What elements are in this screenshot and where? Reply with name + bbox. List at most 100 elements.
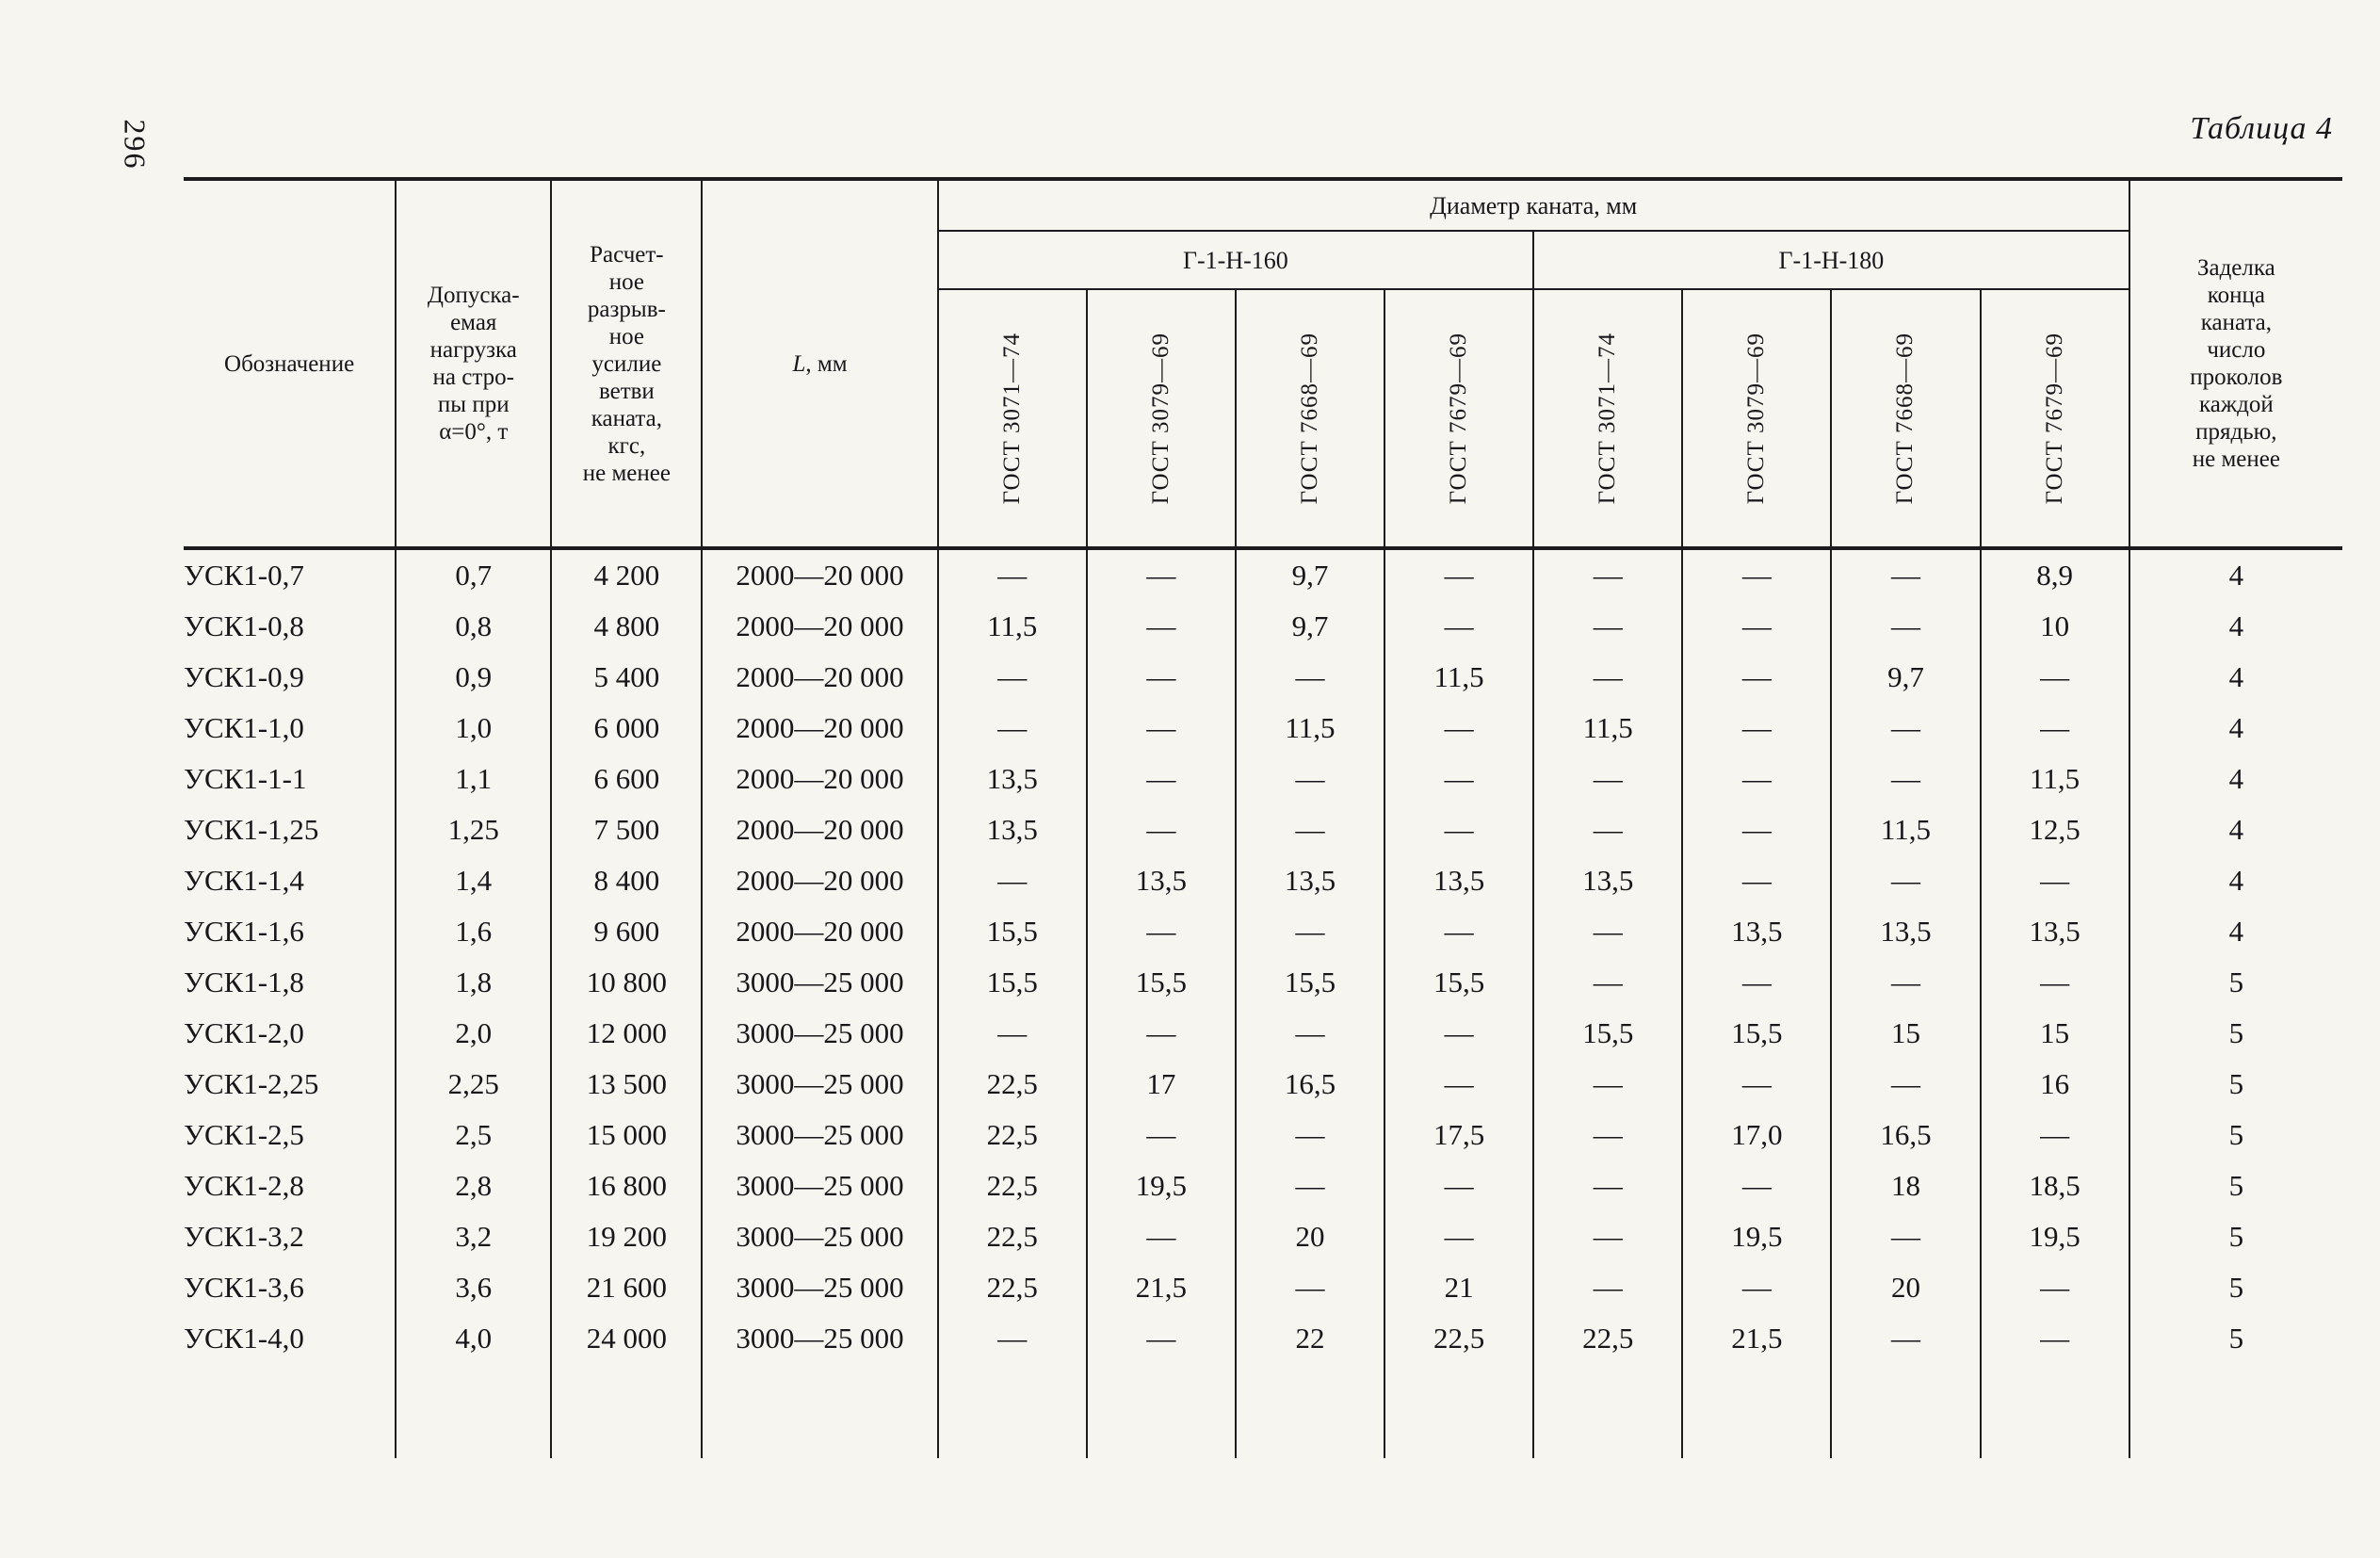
- value-cell: 12,5: [1980, 804, 2130, 855]
- table-row: УСК1-1,0 1,0 6 000 2000—20 000— —11,5—11,5— —…: [184, 703, 2342, 754]
- filler-cell: [1831, 1364, 1982, 1458]
- filler-cell: [2129, 1364, 2342, 1458]
- value-cell: —: [1682, 601, 1833, 652]
- filler-cell: [1086, 1364, 1237, 1458]
- header-gost-label: ГОСТ 3079—69: [1743, 332, 1770, 505]
- value-cell: 2,25: [396, 1059, 553, 1110]
- value-cell: 2,5: [396, 1110, 553, 1160]
- row-designation-cell: УСК1-2,0: [184, 1008, 397, 1059]
- value-cell: —: [1533, 1059, 1684, 1110]
- header-row-2: Г-1-Н-160 Г-1-Н-180: [184, 231, 2342, 290]
- value-cell: —: [1831, 548, 1982, 601]
- row-designation-cell: УСК1-1,0: [184, 703, 397, 754]
- row-designation-cell: УСК1-1-1: [184, 754, 397, 804]
- header-length-letter: L: [792, 350, 806, 377]
- value-cell: —: [1831, 957, 1982, 1008]
- header-designation: Обозначение: [184, 179, 397, 550]
- value-cell: 22,5: [937, 1160, 1088, 1211]
- value-cell: —: [1831, 601, 1982, 652]
- table-caption: Таблица 4: [2190, 111, 2333, 146]
- value-cell: —: [1533, 1211, 1684, 1262]
- value-cell: 12 000: [551, 1008, 704, 1059]
- value-cell: 11,5: [1533, 703, 1684, 754]
- header-gost-7679-69-b: ГОСТ 7679—69: [1980, 289, 2130, 550]
- filler-cell: [396, 1364, 553, 1458]
- value-cell: —: [1980, 1313, 2130, 1364]
- value-cell: —: [1682, 855, 1833, 906]
- value-cell: 1,6: [396, 906, 553, 957]
- value-cell: 13,5: [937, 804, 1088, 855]
- value-cell: —: [1086, 754, 1237, 804]
- value-cell: 0,9: [396, 652, 553, 703]
- value-cell: —: [1235, 906, 1386, 957]
- value-cell: 2,8: [396, 1160, 553, 1211]
- value-cell: 19 200: [551, 1211, 704, 1262]
- value-cell: 5: [2228, 1271, 2244, 1304]
- value-cell: —: [1384, 1059, 1535, 1110]
- value-cell: 22,5: [937, 1110, 1088, 1160]
- value-cell: —: [1682, 652, 1833, 703]
- value-cell: —: [937, 548, 1088, 601]
- value-cell: 4: [2228, 813, 2244, 846]
- header-gost-label: ГОСТ 7679—69: [2041, 332, 2067, 505]
- value-cell: 19,5: [1980, 1211, 2130, 1262]
- value-cell: 6 600: [551, 754, 704, 804]
- filler-cell: [184, 1364, 397, 1458]
- value-cell: 10: [1980, 601, 2130, 652]
- value-cell: —: [937, 855, 1088, 906]
- value-cell: 22,5: [937, 1262, 1088, 1313]
- value-cell: —: [1682, 1160, 1833, 1211]
- value-cell: —: [937, 652, 1088, 703]
- value-cell: —: [1533, 957, 1684, 1008]
- value-cell: 13,5: [1831, 906, 1982, 957]
- value-cell: 16,5: [1235, 1059, 1386, 1110]
- value-cell: —: [1086, 703, 1237, 754]
- table-body: УСК1-0,7 0,7 4 200 2000—20 000— —9,7— — — —8,9 4…: [184, 548, 2342, 1458]
- value-cell: —: [1533, 1110, 1684, 1160]
- row-designation-cell: УСК1-0,7: [184, 548, 397, 601]
- page-number-text: 296: [118, 119, 153, 170]
- value-cell: 2,0: [396, 1008, 553, 1059]
- value-cell: —: [1086, 601, 1237, 652]
- filler-cell: [702, 1364, 939, 1458]
- value-cell: 2000—20 000: [702, 601, 939, 652]
- row-designation-cell: УСК1-1,8: [184, 957, 397, 1008]
- value-cell: 22,5: [1384, 1313, 1535, 1364]
- value-cell: —: [1682, 1262, 1833, 1313]
- table-row: УСК1-2,0 2,0 12 000 3000—25 000— — — —15,5 15,5…: [184, 1008, 2342, 1059]
- value-cell: —: [1831, 1059, 1982, 1110]
- value-cell: 8 400: [551, 855, 704, 906]
- value-cell: 21,5: [1086, 1262, 1237, 1313]
- header-gost-7668-69-b: ГОСТ 7668—69: [1831, 289, 1982, 550]
- value-cell: 1,25: [396, 804, 553, 855]
- value-cell: 21 600: [551, 1262, 704, 1313]
- value-cell: —: [1831, 1313, 1982, 1364]
- value-cell: 4: [2228, 711, 2244, 744]
- value-cell: 4 800: [551, 601, 704, 652]
- value-cell: —: [1980, 1110, 2130, 1160]
- value-cell: —: [1980, 703, 2130, 754]
- row-designation-cell: УСК1-3,2: [184, 1211, 397, 1262]
- filler-cell: [1235, 1364, 1386, 1458]
- value-cell: 4 200: [551, 548, 704, 601]
- value-cell: 22,5: [1533, 1313, 1684, 1364]
- value-cell: —: [1235, 754, 1386, 804]
- value-cell: —: [1533, 1160, 1684, 1211]
- value-cell: 2000—20 000: [702, 754, 939, 804]
- value-cell: —: [1831, 754, 1982, 804]
- value-cell: —: [1682, 754, 1833, 804]
- value-cell: —: [1533, 548, 1684, 601]
- value-cell: 15 000: [551, 1110, 704, 1160]
- value-cell: —: [1980, 855, 2130, 906]
- value-cell: —: [1533, 754, 1684, 804]
- value-cell: —: [1533, 804, 1684, 855]
- value-cell: 11,5: [1831, 804, 1982, 855]
- value-cell: 4: [2228, 660, 2244, 693]
- table-row: УСК1-4,0 4,0 24 000 3000—25 000— —22 22,5 22,5…: [184, 1313, 2342, 1364]
- header-allowable-load: Допуска- емая нагрузка на стро- пы при α…: [396, 179, 553, 550]
- value-cell: 7 500: [551, 804, 704, 855]
- value-cell: 21: [1384, 1262, 1535, 1313]
- value-cell: 22: [1235, 1313, 1386, 1364]
- value-cell: 2000—20 000: [702, 804, 939, 855]
- value-cell: —: [1682, 957, 1833, 1008]
